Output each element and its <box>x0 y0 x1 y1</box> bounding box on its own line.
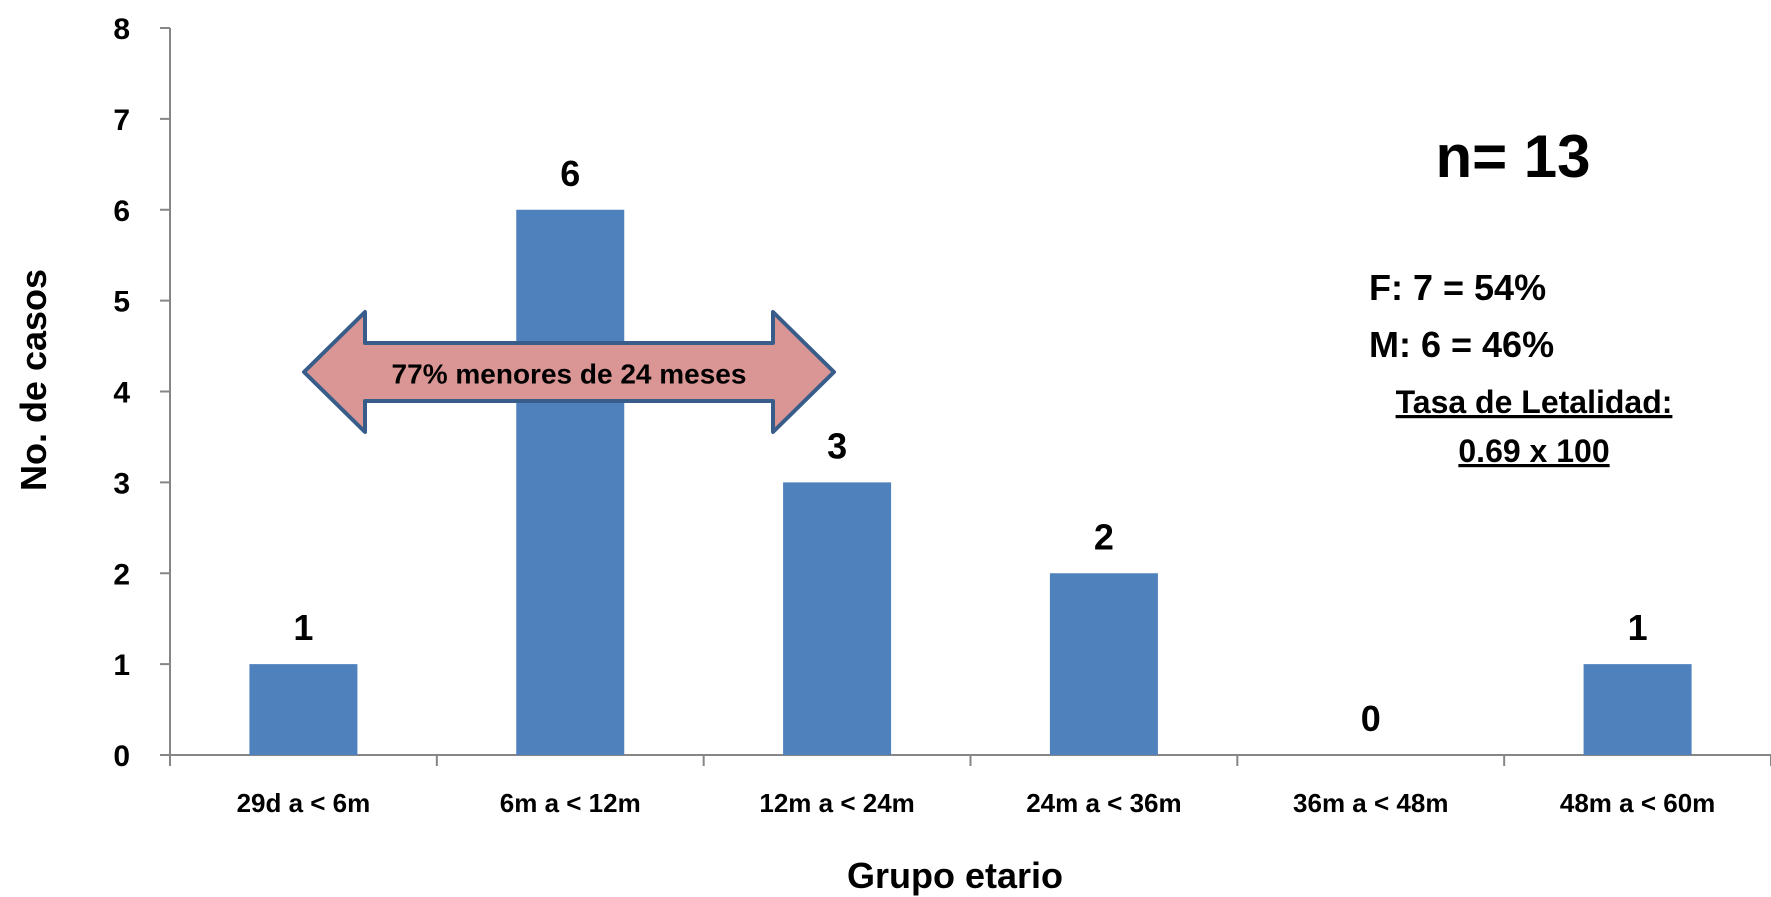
y-tick-label: 2 <box>113 558 130 591</box>
arrow-text: 77% menores de 24 meses <box>392 358 747 389</box>
double-arrow: 77% menores de 24 meses <box>302 310 836 434</box>
x-tick-label: 29d a < 6m <box>237 788 371 818</box>
x-tick-label: 24m a < 36m <box>1026 788 1181 818</box>
lethality-value: 0.69 x 100 <box>1458 433 1609 469</box>
data-labels: 1 6 3 2 0 1 <box>293 153 1647 739</box>
female-annotation: F: 7 = 54% <box>1369 267 1546 308</box>
bar <box>783 482 892 755</box>
y-tick-label: 1 <box>113 649 130 682</box>
bar-value-label: 2 <box>1094 516 1114 557</box>
y-tick-label: 4 <box>113 377 130 410</box>
y-tick-label: 5 <box>113 286 130 319</box>
bar-value-label: 0 <box>1361 698 1381 739</box>
bar <box>1583 664 1692 755</box>
y-tick-label: 8 <box>113 13 130 46</box>
male-annotation: M: 6 = 46% <box>1369 324 1554 365</box>
x-tick-label: 6m a < 12m <box>500 788 641 818</box>
x-axis-title: Grupo etario <box>847 855 1063 896</box>
x-tick-label: 36m a < 48m <box>1293 788 1448 818</box>
y-axis-title: No. de casos <box>13 269 54 491</box>
y-tick-label: 0 <box>113 740 130 773</box>
x-tick-label: 48m a < 60m <box>1560 788 1715 818</box>
y-tick-label: 7 <box>113 104 130 137</box>
bar-value-label: 3 <box>827 425 847 466</box>
axes: 0 1 2 3 4 5 6 7 8 29d a < 6m 6m a < 12m 12m a < 24m… <box>113 13 1771 818</box>
lethality-label: Tasa de Letalidad: <box>1396 384 1673 420</box>
bars <box>249 209 1692 755</box>
bar <box>516 209 625 755</box>
y-tick-label: 6 <box>113 195 130 228</box>
x-tick-label: 12m a < 24m <box>759 788 914 818</box>
bar-value-label: 1 <box>1628 607 1648 648</box>
double-arrow-shape <box>302 310 836 434</box>
bar <box>1049 573 1158 755</box>
bar <box>249 664 358 755</box>
bar-value-label: 6 <box>560 153 580 194</box>
n-total-annotation: n= 13 <box>1435 123 1590 190</box>
bar-value-label: 1 <box>293 607 313 648</box>
y-tick-label: 3 <box>113 467 130 500</box>
